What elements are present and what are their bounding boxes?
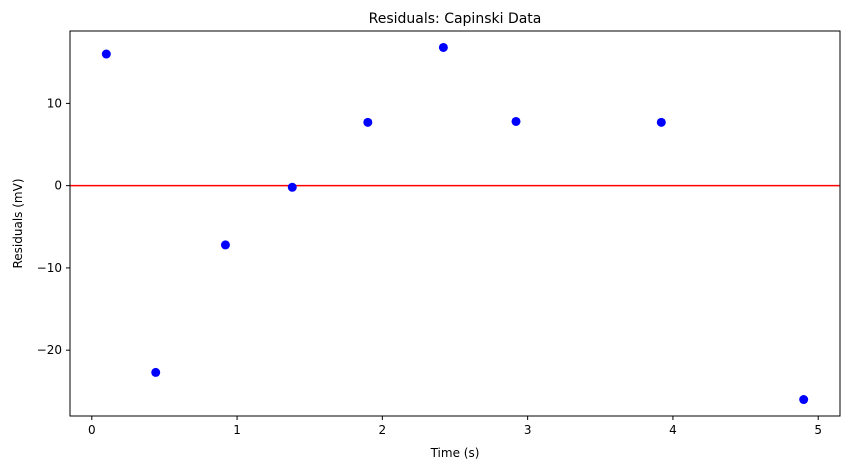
x-tick-label: 1 [233, 423, 241, 437]
data-point [511, 116, 521, 126]
data-point [656, 117, 666, 127]
data-point [363, 117, 373, 127]
y-tick-label: −10 [37, 261, 62, 275]
data-point [287, 182, 297, 192]
data-point [151, 367, 161, 377]
x-tick-label: 2 [379, 423, 387, 437]
x-tick-label: 3 [524, 423, 532, 437]
data-point [438, 42, 448, 52]
y-tick-label: −20 [37, 343, 62, 357]
x-axis-label: Time (s) [430, 446, 480, 460]
data-point [799, 395, 809, 405]
data-point [220, 240, 230, 250]
data-point [101, 49, 111, 59]
y-tick-label: 10 [47, 96, 62, 110]
plot-frame [69, 30, 841, 417]
plot-area: 0 1 2 3 4 5 −20 −10 0 10 [37, 42, 840, 437]
y-axis-label: Residuals (mV) [11, 178, 25, 268]
x-tick-label: 5 [814, 423, 822, 437]
x-tick-label: 4 [669, 423, 677, 437]
x-tick-label: 0 [88, 423, 96, 437]
y-tick-label: 0 [54, 179, 62, 193]
chart-title: Residuals: Capinski Data [369, 11, 542, 27]
